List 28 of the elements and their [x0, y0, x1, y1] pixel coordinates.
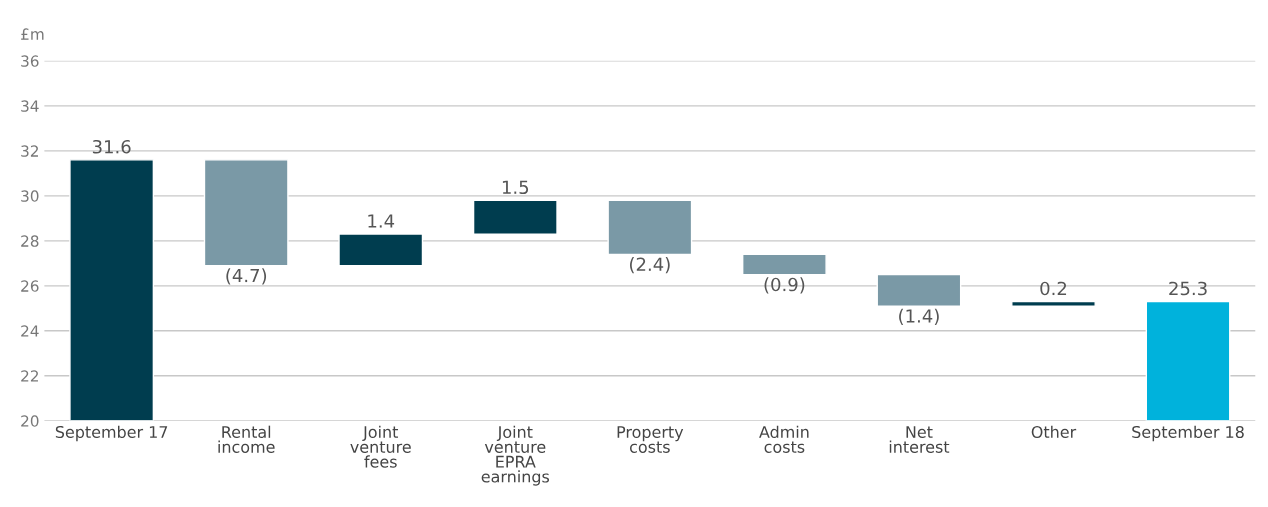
- y-tick-label: 32: [21, 145, 38, 157]
- data-label: 1.5: [502, 180, 529, 195]
- x-tick-label: Joint venture fees: [350, 425, 411, 468]
- data-label: 1.4: [368, 214, 395, 228]
- y-tick-label: 20: [21, 415, 39, 427]
- data-label: (4.7): [226, 268, 267, 285]
- data-label: (0.9): [764, 277, 805, 294]
- y-tick-label: 34: [21, 100, 39, 112]
- y-tick-label: 28: [21, 235, 39, 247]
- x-tick-label: Property costs: [617, 426, 684, 453]
- y-tick-label: 36: [21, 55, 39, 67]
- data-label: (1.4): [899, 308, 939, 325]
- data-label: 31.6: [92, 139, 131, 154]
- x-tick-label: Net interest: [889, 426, 950, 453]
- x-tick-label: Admin costs: [759, 425, 809, 453]
- x-tick-label: Other: [1031, 425, 1077, 439]
- y-tick-label: 30: [21, 190, 39, 202]
- data-label: (2.4): [630, 257, 670, 274]
- data-label: 0.2: [1040, 281, 1067, 296]
- y-tick-label: 24: [21, 325, 39, 337]
- y-axis-title: £m: [21, 28, 44, 40]
- x-tick-label: September 17: [55, 425, 168, 442]
- x-tick-label: Rental income: [218, 425, 275, 453]
- x-tick-label: September 18: [1132, 425, 1244, 442]
- data-label: 25.3: [1169, 281, 1207, 296]
- x-tick-label: Joint venture EPRA earnings: [481, 425, 550, 486]
- y-tick-label: 22: [21, 370, 38, 382]
- y-tick-label: 26: [21, 280, 39, 292]
